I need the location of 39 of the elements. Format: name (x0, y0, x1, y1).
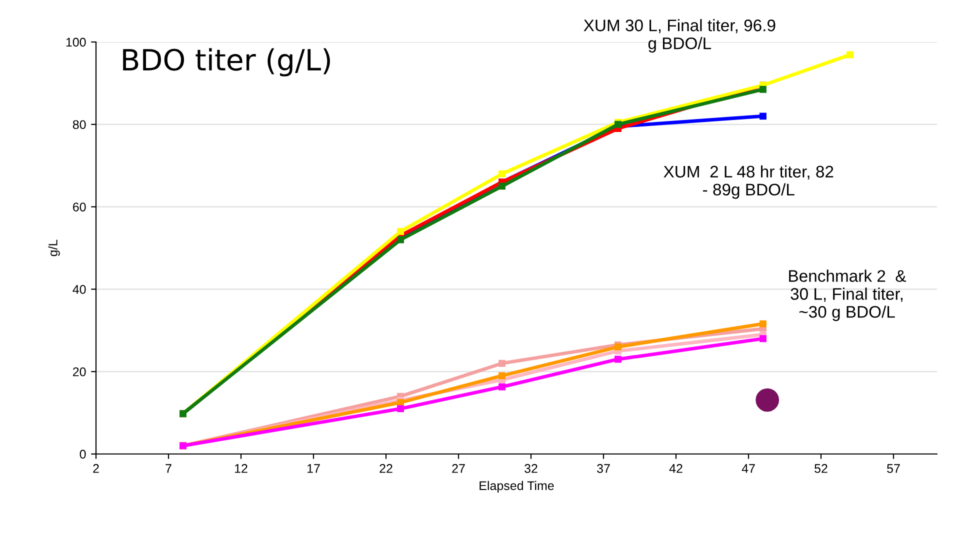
x-tick-label: 52 (814, 464, 828, 473)
point (397, 399, 404, 406)
annotation: XUM 30 L, Final titer, 96.9 g BDO/L (584, 19, 776, 53)
point (756, 388, 780, 412)
x-tick-label: 57 (887, 464, 900, 473)
x-tick-label: 12 (235, 464, 248, 473)
point (397, 228, 404, 235)
point (397, 405, 404, 412)
point (498, 360, 506, 367)
annotation: Benchmark 2 & 30 L, Final titer, ~30 g BDO/L (789, 270, 906, 322)
y-tick-label: 100 (66, 38, 86, 47)
point (498, 182, 506, 190)
point (498, 372, 506, 380)
x-axis-title: Elapsed Time (480, 480, 554, 493)
y-tick-label: 40 (72, 285, 86, 294)
x-tick-label: 22 (380, 464, 392, 473)
point (498, 170, 506, 178)
point (614, 356, 622, 363)
point (760, 112, 766, 120)
y-tick-label: 0 (80, 450, 86, 459)
chart-title: BDO titer (g/L) (123, 48, 330, 76)
point (760, 320, 766, 328)
y-axis-title: g/L (48, 240, 60, 256)
annotation: XUM 2 L 48 hr titer, 82 - 89g BDO/L (664, 165, 834, 199)
y-tick-label: 60 (73, 202, 86, 212)
y-tick-label: 80 (72, 120, 86, 130)
x-tick-label: 17 (308, 464, 320, 473)
point (760, 86, 766, 93)
x-tick-label: 7 (166, 464, 172, 473)
x-tick-label: 47 (742, 464, 755, 473)
x-tick-label: 32 (524, 464, 538, 473)
x-tick-label: 37 (597, 464, 610, 473)
x-tick-label: 2 (93, 464, 99, 473)
y-tick-label: 20 (73, 367, 86, 376)
point (846, 51, 854, 58)
x-tick-label: 27 (452, 464, 465, 473)
point (498, 383, 506, 390)
point (760, 335, 766, 342)
x-tick-label: 42 (669, 464, 682, 473)
